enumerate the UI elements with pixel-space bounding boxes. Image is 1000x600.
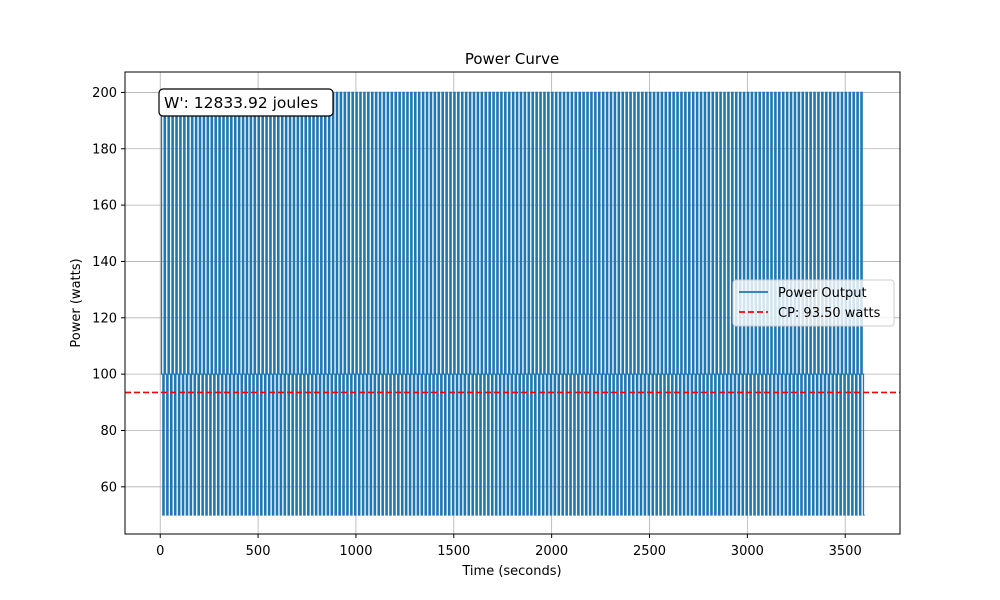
axes-frame: [124, 71, 901, 535]
plot-area-border: [124, 71, 901, 535]
legend-frame: [732, 279, 895, 327]
y-tick-label-2: 100: [92, 368, 117, 383]
y-tick-label-7: 200: [92, 86, 117, 101]
x-tick-label-1: 500: [246, 544, 271, 559]
legend: Power Output CP: 93.50 watts: [732, 279, 895, 327]
x-tick-label-4: 2000: [535, 544, 568, 559]
legend-label-power-output: Power Output: [778, 286, 867, 301]
y-tick-label-3: 120: [92, 311, 117, 326]
x-tick-label-7: 3500: [829, 544, 862, 559]
x-axis-label: Time (seconds): [461, 564, 561, 579]
y-tick-label-1: 80: [100, 424, 117, 439]
chart-title: Power Curve: [465, 50, 559, 68]
y-axis-label: Power (watts): [69, 258, 84, 347]
x-tick-label-0: 0: [156, 544, 164, 559]
x-tick-label-2: 1000: [339, 544, 372, 559]
annotation-text: W': 12833.92 joules: [164, 94, 318, 112]
y-tick-label-5: 160: [92, 199, 117, 214]
series-power-output-line: [160, 91, 865, 516]
w-prime-annotation: W': 12833.92 joules: [158, 88, 334, 117]
x-tick-label-6: 3000: [731, 544, 764, 559]
x-tick-label-5: 2500: [633, 544, 666, 559]
x-tick-label-3: 1500: [437, 544, 470, 559]
y-tick-label-4: 140: [92, 255, 117, 270]
annotation-box-frame: [158, 88, 334, 117]
plot-series: [125, 91, 900, 516]
y-tick-label-0: 60: [100, 480, 117, 495]
axis-ticks: 0 500 1000 1500 2000 2500 3000 3500 60 80 100 120 14…: [92, 86, 862, 559]
legend-label-cp: CP: 93.50 watts: [778, 306, 881, 321]
y-tick-label-6: 180: [92, 142, 117, 157]
